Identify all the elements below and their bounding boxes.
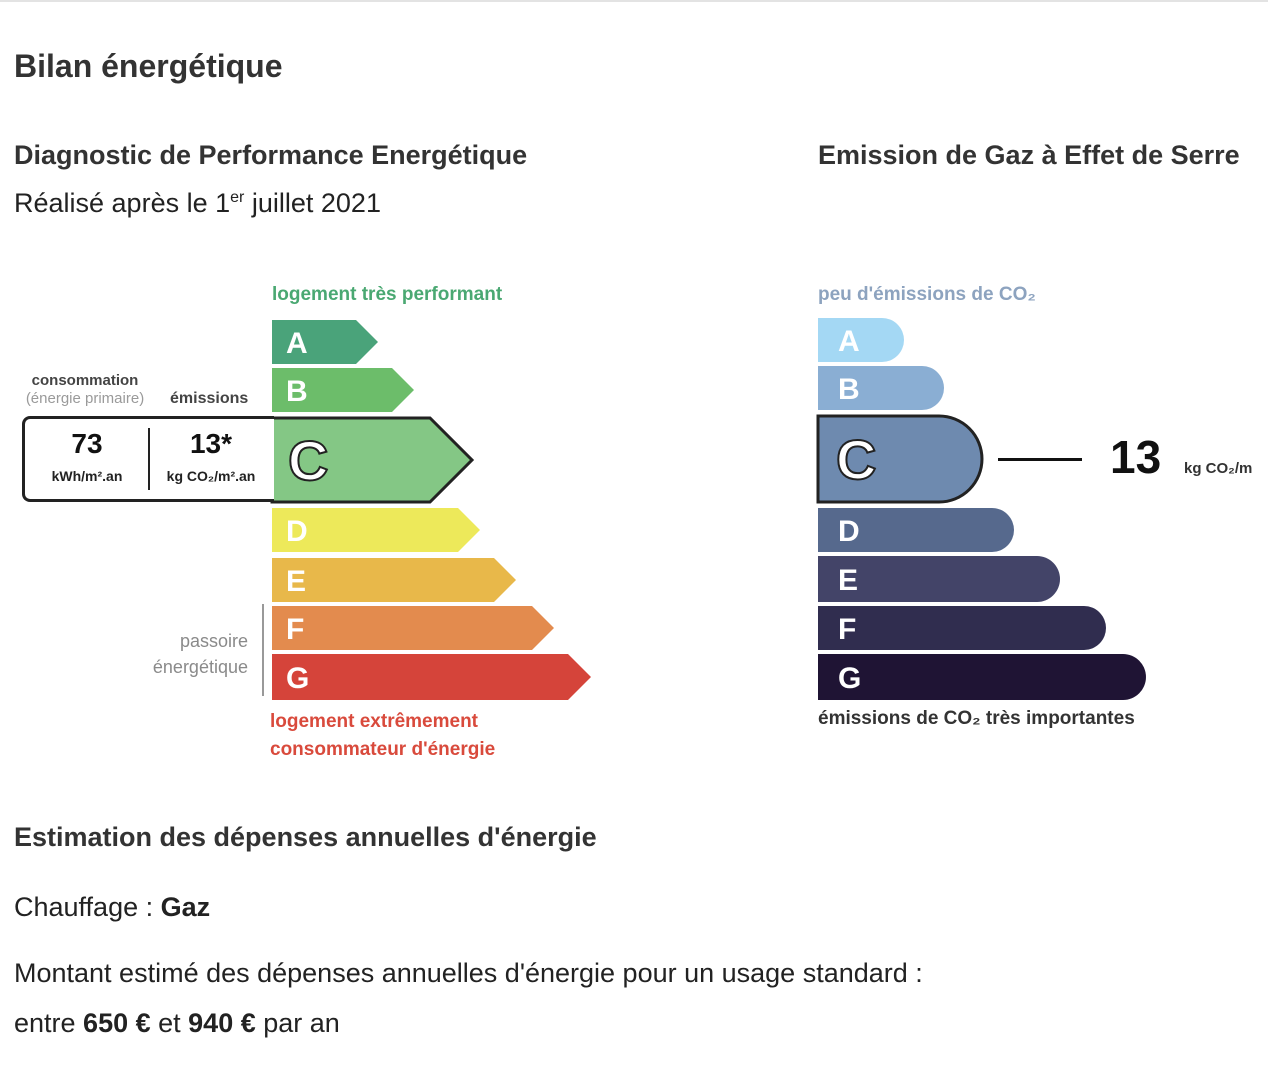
- montant-text: Montant estimé des dépenses annuelles d'…: [14, 958, 923, 988]
- dpe-class-e-letter: E: [286, 565, 306, 598]
- chauffage-line: Chauffage : Gaz: [14, 892, 211, 922]
- ges-value: 13: [1110, 431, 1162, 483]
- ges-bottom-label: émissions de CO₂ très importantes: [818, 708, 1135, 729]
- dpe-class-c-letter: C: [288, 429, 328, 492]
- ges-class-f-bar: [818, 606, 1106, 650]
- dpe-value-separator: [148, 428, 150, 490]
- dpe-class-a-bar: [272, 320, 378, 364]
- dpe-class-f-bar: [272, 606, 554, 650]
- dpe-class-b-bar: [272, 368, 414, 412]
- dpe-class-d-letter: D: [286, 515, 308, 548]
- emissions-value: 13*: [189, 428, 233, 459]
- dpe-class-b-letter: B: [286, 375, 308, 408]
- ges-unit: kg CO₂/m: [1184, 460, 1253, 477]
- dpe-class-g-bar: [272, 654, 591, 700]
- ges-title: Emission de Gaz à Effet de Serre: [818, 140, 1240, 170]
- consumption-unit: kWh/m².an: [51, 468, 123, 484]
- dpe-class-f-letter: F: [286, 613, 304, 646]
- ges-class-d-letter: D: [838, 515, 860, 548]
- consumption-label: consommation (énergie primaire): [25, 372, 145, 407]
- passoire-bracket: [262, 604, 264, 696]
- cost-range: entre 650 € et 940 € par an: [14, 1008, 340, 1038]
- ges-class-c-letter: C: [836, 428, 876, 491]
- ges-pointer-line: [998, 458, 1082, 461]
- dpe-title: Diagnostic de Performance Energétique: [14, 140, 528, 170]
- emissions-unit: kg CO₂/m².an: [166, 468, 256, 484]
- consumption-value: 73: [71, 428, 103, 459]
- ges-class-g-letter: G: [838, 662, 861, 695]
- dpe-class-g-letter: G: [286, 662, 309, 695]
- emissions-label: émissions: [170, 390, 249, 407]
- ges-class-a-bar: [818, 318, 904, 362]
- top-divider: [0, 0, 1268, 2]
- ges-class-g-bar: [818, 654, 1146, 700]
- dpe-class-d-bar: [272, 508, 480, 552]
- dpe-subtitle: Réalisé après le 1er juillet 2021: [14, 188, 381, 218]
- cost-min: 650 €: [83, 1008, 151, 1038]
- passoire-label: passoire énergétique: [152, 631, 248, 677]
- ges-top-label: peu d'émissions de CO₂: [818, 284, 1036, 305]
- dpe-bottom-label: logement extrêmement consommateur d'éner…: [270, 711, 496, 760]
- ges-class-e-letter: E: [838, 564, 858, 597]
- ges-class-c-bar: [816, 414, 984, 504]
- ges-class-e-bar: [818, 556, 1060, 602]
- dpe-top-label: logement très performant: [272, 284, 503, 305]
- ges-class-a-letter: A: [838, 325, 860, 358]
- dpe-class-a-letter: A: [286, 327, 308, 360]
- cost-max: 940 €: [188, 1008, 256, 1038]
- ges-class-d-bar: [818, 508, 1014, 552]
- ges-class-f-letter: F: [838, 613, 856, 646]
- ges-class-b-bar: [818, 366, 944, 410]
- chauffage-value: Gaz: [160, 892, 211, 922]
- ges-class-b-letter: B: [838, 373, 860, 406]
- estimation-title: Estimation des dépenses annuelles d'éner…: [14, 822, 597, 852]
- section-title: Bilan énergétique: [14, 48, 283, 84]
- dpe-class-e-bar: [272, 558, 516, 602]
